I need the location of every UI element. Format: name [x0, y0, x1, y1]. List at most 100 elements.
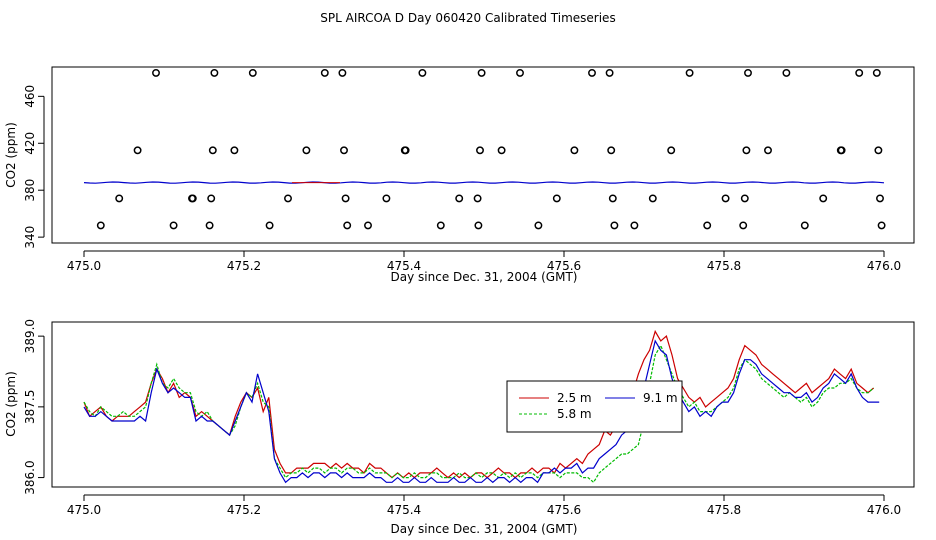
top-data-point [96, 221, 105, 230]
top-data-point [648, 194, 657, 203]
top-data-point [570, 146, 579, 155]
top-x-tick-label: 475.6 [547, 259, 581, 273]
top-data-point [473, 194, 482, 203]
top-data-point [874, 146, 883, 155]
bottom-series-line-3 [83, 339, 880, 484]
top-x-tick-label: 475.2 [227, 259, 261, 273]
top-y-tick-label: 340 [23, 226, 37, 249]
top-data-point [248, 68, 257, 77]
top-data-point [230, 146, 239, 155]
top-plot-frame [51, 66, 915, 244]
top-data-point [208, 146, 217, 155]
bottom-x-tick-label: 475.8 [707, 503, 741, 517]
top-data-point [338, 68, 347, 77]
top-data-point [610, 221, 619, 230]
top-data-point [302, 146, 311, 155]
bottom-y-axis: 386.0 387.5 389.0 [23, 319, 45, 495]
top-data-point [188, 194, 197, 203]
top-series-line [83, 181, 885, 184]
top-data-point [436, 221, 445, 230]
top-data-point [837, 146, 846, 155]
top-data-point [552, 194, 561, 203]
bottom-panel: 475.0 475.2 475.4 475.6 475.8 476.0 386.0 387.… [4, 319, 915, 536]
top-data-point [364, 221, 372, 230]
top-data-point [588, 68, 596, 77]
top-data-point [169, 221, 178, 230]
top-data-point [477, 68, 486, 77]
top-data-point [476, 146, 484, 155]
top-panel: 475.0 475.2 475.4 475.6 475.8 476.0 340 380 420… [4, 66, 915, 284]
top-x-axis: 475.0 475.2 475.4 475.6 475.8 476.0 [67, 250, 901, 273]
top-data-point [497, 146, 506, 155]
bottom-y-axis-title: CO2 (ppm) [4, 371, 18, 437]
legend-label-series-1: 2.5 m [557, 391, 592, 405]
top-data-point [744, 68, 752, 77]
top-y-tick-label: 460 [23, 85, 37, 108]
top-data-point [210, 68, 219, 77]
top-data-point [630, 221, 639, 230]
figure-title: SPL AIRCOA D Day 060420 Calibrated Times… [320, 11, 615, 25]
top-data-point [516, 68, 524, 77]
top-data-point [382, 194, 391, 203]
top-y-axis-title: CO2 (ppm) [4, 122, 18, 188]
bottom-plot-frame [51, 321, 915, 488]
top-x-tick-label: 475.4 [387, 259, 421, 273]
top-data-point [115, 194, 124, 203]
top-data-point [800, 221, 809, 230]
legend: 2.5 m 5.8 m 9.1 m [506, 380, 683, 433]
top-data-point [877, 221, 886, 230]
bottom-x-axis: 475.0 475.2 475.4 475.6 475.8 476.0 [67, 494, 901, 517]
top-data-point [721, 194, 730, 203]
bottom-x-tick-label: 475.4 [387, 503, 421, 517]
top-data-point [605, 68, 614, 77]
bottom-y-tick-label: 387.5 [23, 390, 37, 424]
top-data-point [855, 68, 864, 77]
top-y-axis: 340 380 420 460 [23, 85, 45, 249]
top-data-point [534, 221, 543, 230]
top-data-point [608, 194, 617, 203]
top-x-axis-title: Day since Dec. 31, 2004 (GMT) [391, 270, 578, 284]
top-data-point [685, 68, 694, 77]
bottom-x-tick-label: 476.0 [867, 503, 901, 517]
bottom-x-tick-label: 475.0 [67, 503, 101, 517]
bottom-x-tick-label: 475.2 [227, 503, 261, 517]
top-data-point [782, 68, 791, 77]
top-data-point [418, 68, 427, 77]
top-data-point [474, 221, 483, 230]
top-data-point [455, 194, 464, 203]
top-data-point [401, 146, 410, 155]
top-data-point [320, 68, 329, 77]
top-data-point [740, 194, 749, 203]
top-data-point [703, 221, 712, 230]
top-data-point [667, 146, 676, 155]
top-data-point [152, 68, 160, 77]
top-data-point [340, 146, 348, 155]
top-data-point [341, 194, 350, 203]
bottom-x-tick-label: 475.6 [547, 503, 581, 517]
top-data-point [764, 146, 772, 155]
top-data-point [343, 221, 352, 230]
top-data-point [819, 194, 828, 203]
bottom-marks [83, 329, 880, 484]
top-data-point [265, 221, 274, 230]
top-y-tick-label: 380 [23, 179, 37, 202]
bottom-y-tick-label: 386.0 [23, 460, 37, 494]
top-x-tick-label: 475.0 [67, 259, 101, 273]
top-data-point [207, 194, 216, 203]
top-data-point [133, 146, 142, 155]
top-data-point [872, 68, 881, 77]
top-data-point [742, 146, 751, 155]
top-x-tick-label: 475.8 [707, 259, 741, 273]
top-x-tick-label: 476.0 [867, 259, 901, 273]
top-data-point [607, 146, 616, 155]
top-data-point [284, 194, 292, 203]
top-y-tick-label: 420 [23, 132, 37, 155]
legend-label-series-3: 9.1 m [643, 391, 678, 405]
top-data-point [739, 221, 748, 230]
top-marks [83, 68, 886, 230]
top-data-point [876, 194, 884, 203]
bottom-y-tick-label: 389.0 [23, 319, 37, 353]
bottom-x-axis-title: Day since Dec. 31, 2004 (GMT) [391, 522, 578, 536]
